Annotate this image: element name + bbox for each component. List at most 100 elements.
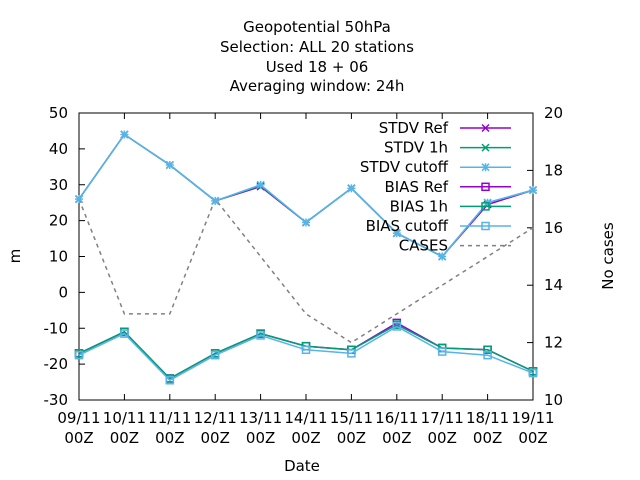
- legend-label: BIAS 1h: [390, 197, 448, 215]
- data-point: [392, 322, 402, 331]
- data-point: [438, 252, 447, 261]
- y2-tick-label: 16: [544, 219, 563, 237]
- data-point: [481, 221, 490, 231]
- legend-label: STDV Ref: [379, 119, 449, 137]
- data-point: [528, 186, 538, 195]
- chart-title: Geopotential 50hPa Selection: ALL 20 sta…: [220, 18, 414, 95]
- x-tick-label: 19/11: [511, 409, 554, 427]
- title-line-2: Selection: ALL 20 stations: [220, 38, 414, 56]
- series-bias-cutoff: [74, 322, 538, 385]
- y2-tick-label: 12: [544, 334, 563, 352]
- x-tick-label: 11/11: [148, 409, 191, 427]
- legend-label: BIAS cutoff: [366, 217, 449, 235]
- data-point: [301, 345, 311, 355]
- x-tick-label: 18/11: [466, 409, 509, 427]
- data-point: [347, 349, 356, 358]
- legend-entry: STDV Ref: [379, 119, 511, 137]
- y2-axis-label: No cases: [599, 222, 617, 290]
- data-point: [165, 376, 175, 385]
- y-tick-label: 20: [49, 212, 68, 230]
- series-stdv-1h: [74, 130, 538, 261]
- x-tick-label-time: 00Z: [110, 429, 139, 447]
- y-tick-label: 40: [49, 140, 68, 158]
- y-axis-label: m: [6, 249, 24, 264]
- legend-entry: STDV 1h: [384, 139, 511, 157]
- data-point: [392, 229, 401, 238]
- data-point: [481, 163, 490, 172]
- data-point: [481, 143, 490, 152]
- data-point: [301, 218, 311, 227]
- x-tick-label: 14/11: [284, 409, 327, 427]
- y-tick-label: 50: [49, 104, 68, 122]
- x-tick-label-time: 00Z: [382, 429, 411, 447]
- series-cases: [78, 197, 534, 344]
- x-tick-label-time: 00Z: [201, 429, 230, 447]
- data-point: [481, 123, 490, 133]
- legend-entry: CASES: [399, 237, 511, 255]
- data-point: [483, 345, 492, 355]
- data-point: [165, 160, 174, 170]
- series-line: [78, 133, 534, 258]
- x-tick-label-time: 00Z: [518, 429, 547, 447]
- series-line: [78, 133, 534, 258]
- data-point: [528, 368, 538, 378]
- data-point: [256, 180, 265, 189]
- series-stdv-ref: [74, 130, 538, 261]
- data-point: [120, 329, 129, 338]
- y2-tick-label: 14: [544, 276, 563, 294]
- y-tick-label: 30: [49, 176, 68, 194]
- data-point: [210, 350, 220, 360]
- data-point: [437, 347, 447, 356]
- legend-label: STDV cutoff: [360, 158, 449, 176]
- x-tick-label-time: 00Z: [291, 429, 320, 447]
- title-line-1: Geopotential 50hPa: [243, 18, 391, 36]
- data-point: [120, 130, 129, 139]
- series-bias-1h: [74, 320, 538, 383]
- x-tick-label-time: 00Z: [64, 429, 93, 447]
- y-tick-label: -10: [44, 319, 69, 337]
- y-tick-label: -30: [44, 391, 69, 409]
- y-tick-label: -20: [44, 355, 69, 373]
- title-line-4: Averaging window: 24h: [230, 77, 405, 95]
- x-tick-label: 15/11: [330, 409, 373, 427]
- data-point: [74, 350, 84, 360]
- x-tick-label-time: 00Z: [246, 429, 275, 447]
- y-tick-label: 10: [49, 248, 68, 266]
- x-tick-label: 10/11: [103, 409, 146, 427]
- title-line-3: Used 18 + 06: [266, 58, 369, 76]
- x-tick-label: 13/11: [239, 409, 282, 427]
- data-point: [483, 350, 492, 360]
- x-tick-label-time: 00Z: [428, 429, 457, 447]
- y2-tick-label: 18: [544, 161, 563, 179]
- series-line: [78, 133, 534, 258]
- data-point: [481, 202, 490, 211]
- series-line: [78, 325, 534, 382]
- x-tick-label: 09/11: [57, 409, 100, 427]
- data-point: [347, 184, 356, 193]
- x-tick-label: 17/11: [421, 409, 464, 427]
- y-tick-label: 0: [58, 283, 68, 301]
- series-line: [78, 322, 534, 380]
- axes: 09/11 00Z 10/11 00Z 11/11 00Z 12/11 00Z 13/11 00Z…: [44, 104, 564, 447]
- series-stdv-cutoff: [74, 130, 538, 261]
- x-tick-label-time: 00Z: [337, 429, 366, 447]
- x-tick-label: 12/11: [194, 409, 237, 427]
- y2-tick-label: 10: [544, 391, 563, 409]
- data-point: [256, 331, 265, 340]
- x-tick-label-time: 00Z: [155, 429, 184, 447]
- legend-entry: BIAS Ref: [384, 178, 511, 196]
- series-line: [78, 197, 534, 344]
- legend-label: BIAS Ref: [384, 178, 448, 196]
- legend-entry: BIAS cutoff: [366, 217, 511, 235]
- data-point: [74, 195, 84, 204]
- x-tick-label-time: 00Z: [473, 429, 502, 447]
- legend-label: STDV 1h: [384, 139, 448, 157]
- series-bias-ref: [74, 318, 538, 383]
- legend-label: CASES: [399, 237, 448, 255]
- data-point: [211, 196, 220, 205]
- legend-entry: BIAS 1h: [390, 197, 511, 215]
- y2-tick-label: 20: [544, 104, 563, 122]
